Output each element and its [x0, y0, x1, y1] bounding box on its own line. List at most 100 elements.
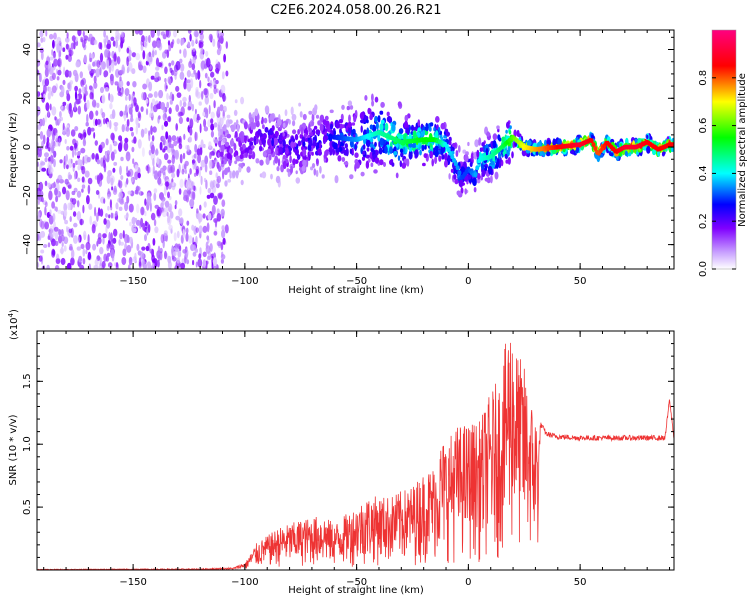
heatmap-cell: [176, 230, 180, 239]
heatmap-cell: [154, 127, 157, 133]
heatmap-cell: [40, 190, 44, 198]
heatmap-cell: [348, 114, 351, 123]
heatmap-cell: [74, 171, 77, 180]
heatmap-cell: [333, 130, 336, 136]
heatmap-cell: [298, 102, 301, 107]
heatmap-cell: [460, 187, 464, 194]
heatmap-cell: [181, 168, 185, 175]
heatmap-cell: [74, 149, 77, 156]
heatmap-cell: [233, 143, 237, 151]
heatmap-cell: [175, 104, 180, 112]
heatmap-cell: [39, 131, 44, 140]
heatmap-cell: [151, 50, 155, 58]
heatmap-cell: [182, 152, 186, 160]
heatmap-cell: [195, 36, 198, 44]
heatmap-cell: [128, 49, 132, 57]
heatmap-cell: [97, 232, 102, 240]
heatmap-cell: [106, 121, 110, 128]
heatmap-cell: [86, 99, 90, 110]
heatmap-cell: [74, 90, 78, 101]
heatmap-cell: [160, 31, 166, 36]
heatmap-cell: [178, 143, 183, 150]
x-tick-label: −150: [119, 577, 146, 588]
heatmap-cell: [153, 91, 158, 98]
snr-series-line: [37, 342, 674, 570]
heatmap-cell: [183, 133, 186, 140]
heatmap-cell: [44, 180, 48, 187]
heatmap-cell: [250, 145, 255, 149]
heatmap-cell: [80, 243, 85, 250]
heatmap-cell: [49, 103, 52, 111]
heatmap-cell: [202, 259, 207, 268]
x-tick-label: 50: [574, 577, 587, 588]
heatmap-cell: [173, 140, 178, 147]
heatmap-cell: [69, 80, 74, 85]
heatmap-cell: [135, 52, 141, 61]
heatmap-cell: [430, 150, 433, 159]
heatmap-cell: [221, 229, 226, 239]
heatmap-cell: [199, 186, 202, 195]
heatmap-cell: [434, 130, 439, 139]
heatmap-cell: [100, 174, 104, 180]
heatmap-cell: [227, 178, 232, 183]
heatmap-cell: [51, 238, 56, 247]
heatmap-cell: [44, 67, 49, 78]
heatmap-cell: [375, 121, 379, 130]
heatmap-cell: [73, 235, 78, 244]
heatmap-cell: [112, 237, 117, 244]
heatmap-cell: [189, 198, 195, 208]
heatmap-cell: [150, 125, 153, 135]
heatmap-cell: [81, 176, 85, 183]
heatmap-cell: [63, 245, 67, 252]
heatmap-cell: [238, 132, 243, 139]
heatmap-cell: [118, 79, 124, 89]
heatmap-cell: [210, 71, 215, 78]
heatmap-cell: [301, 165, 306, 172]
heatmap-cell: [202, 111, 206, 117]
heatmap-cell: [51, 85, 57, 94]
heatmap-cell: [69, 145, 74, 151]
heatmap-cell: [134, 171, 139, 181]
heatmap-ridge-cell: [589, 138, 594, 144]
heatmap-cell: [209, 170, 213, 175]
heatmap-cell: [374, 157, 379, 164]
heatmap-cell: [125, 151, 131, 162]
heatmap-cell: [360, 125, 363, 133]
heatmap-cell: [103, 253, 108, 262]
heatmap-cell: [103, 30, 106, 38]
heatmap-cell: [292, 158, 297, 165]
heatmap-cell: [192, 57, 196, 65]
heatmap-cell: [224, 180, 228, 187]
heatmap-cell: [114, 262, 117, 267]
heatmap-cell: [150, 30, 155, 38]
heatmap-cell: [297, 129, 300, 135]
heatmap-cell: [341, 157, 346, 162]
heatmap-cell: [235, 155, 240, 161]
heatmap-cell: [70, 129, 76, 137]
heatmap-cell: [42, 36, 46, 43]
heatmap-cell: [195, 227, 199, 234]
heatmap-cell: [164, 250, 167, 260]
heatmap-cell: [360, 171, 365, 177]
heatmap-cell: [125, 95, 128, 101]
heatmap-cell: [174, 200, 178, 206]
heatmap-cell: [74, 126, 79, 132]
heatmap-cell: [624, 150, 628, 157]
heatmap-cell: [55, 132, 58, 141]
heatmap-cell: [160, 196, 166, 202]
y-tick-label: 40: [22, 43, 33, 56]
heatmap-cell: [108, 214, 111, 219]
heatmap-cell: [153, 192, 157, 201]
heatmap-cell: [269, 113, 275, 122]
heatmap-cell: [450, 168, 454, 173]
heatmap-cell: [119, 76, 122, 82]
heatmap-cell: [209, 181, 215, 190]
heatmap-cell: [111, 109, 116, 119]
heatmap-cell: [108, 65, 112, 74]
heatmap-cell: [86, 156, 91, 163]
heatmap-cell: [233, 109, 238, 116]
heatmap-cell: [315, 169, 319, 178]
heatmap-cell: [167, 159, 172, 164]
heatmap-cell: [391, 123, 396, 132]
heatmap-cell: [130, 176, 134, 183]
